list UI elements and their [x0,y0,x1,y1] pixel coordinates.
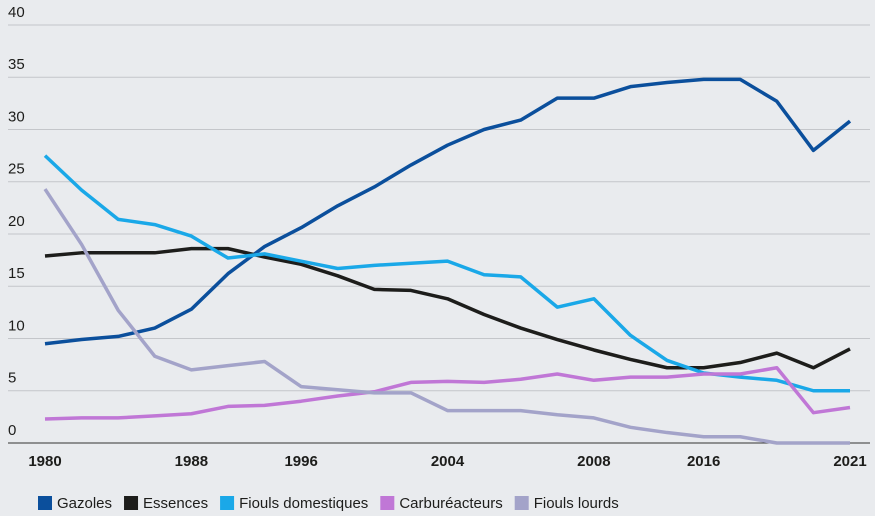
x-tick-label: 1988 [175,453,208,470]
x-tick-label: 2004 [431,453,465,470]
y-tick-label: 15 [8,265,25,282]
series-line [43,188,850,445]
y-tick-label: 35 [8,56,25,73]
legend-label: Carburéacteurs [399,495,502,512]
legend-label: Fiouls domestiques [239,495,368,512]
series-line [43,154,850,393]
legend-swatch [220,496,235,510]
x-tick-label: 1996 [284,453,317,470]
y-tick-label: 5 [8,370,16,387]
legend-swatch [124,496,139,510]
y-tick-label: 20 [8,213,25,230]
series-line [44,246,851,370]
y-tick-label: 0 [8,422,16,439]
legend-swatch [514,496,529,510]
x-tick-label: 2008 [577,453,610,470]
series-line [44,77,852,346]
x-tick-label: 2021 [833,453,866,470]
legend-label: Fiouls lourds [534,495,619,512]
legend-label: Gazoles [57,495,112,512]
y-tick-label: 10 [8,317,25,334]
legend-swatch [38,496,52,510]
y-tick-label: 25 [8,161,25,178]
x-tick-label: 2016 [687,453,720,470]
legend-label: Essences [143,495,208,512]
series-line [44,366,851,421]
x-tick-label: 1980 [28,453,61,470]
y-tick-label: 40 [8,4,25,21]
legend-swatch [380,496,395,510]
y-tick-label: 30 [8,108,25,125]
